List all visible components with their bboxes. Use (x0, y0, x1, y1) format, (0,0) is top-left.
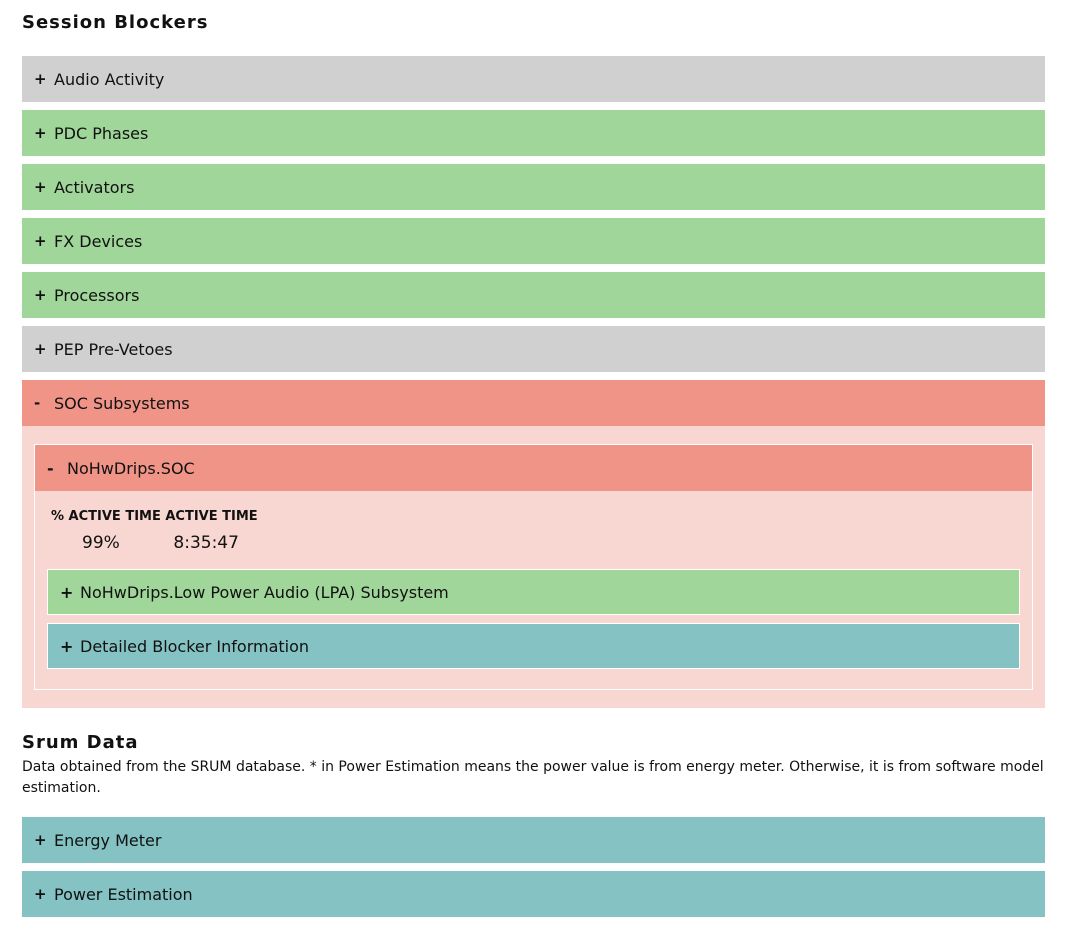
srum-description: Data obtained from the SRUM database. * … (22, 759, 1044, 796)
expand-icon: + (34, 124, 47, 142)
stats-header: % ACTIVE TIME ACTIVE TIME (51, 509, 258, 524)
expand-icon: + (60, 582, 74, 602)
soc-subsystems-header[interactable]: - SOC Subsystems (22, 380, 1045, 426)
processors-header[interactable]: + Processors (22, 272, 1045, 318)
percent-active-value: 99% (82, 533, 120, 553)
audio-activity-header[interactable]: + Audio Activity (22, 56, 1045, 102)
collapse-icon: - (47, 458, 54, 478)
section-label: Activators (54, 177, 135, 197)
section-label: Audio Activity (54, 69, 165, 89)
section-label: Detailed Blocker Information (80, 636, 310, 656)
section-label: NoHwDrips.SOC (67, 458, 195, 478)
expand-icon: + (34, 70, 47, 88)
section-label: FX Devices (54, 231, 143, 251)
section-label: SOC Subsystems (54, 393, 190, 413)
expand-icon: + (34, 232, 47, 250)
section-label: PEP Pre-Vetoes (54, 339, 173, 359)
section-label: Processors (54, 285, 140, 305)
expand-icon: + (34, 885, 47, 903)
expand-icon: + (34, 831, 47, 849)
expand-icon: + (34, 178, 47, 196)
soc-subsystems-panel: - NoHwDrips.SOC % ACTIVE TIME ACTIVE TIM… (22, 426, 1045, 708)
srum-data-title: Srum Data (22, 732, 139, 753)
expand-icon: + (34, 340, 47, 358)
expand-icon: + (34, 286, 47, 304)
expand-icon: + (60, 636, 74, 656)
section-label: Power Estimation (54, 884, 193, 904)
detailed-blocker-info-header[interactable]: + Detailed Blocker Information (47, 623, 1020, 669)
activators-header[interactable]: + Activators (22, 164, 1045, 210)
fx-devices-header[interactable]: + FX Devices (22, 218, 1045, 264)
pep-pre-vetoes-header[interactable]: + PEP Pre-Vetoes (22, 326, 1045, 372)
stats-values: 99% 8:35:47 (82, 533, 239, 553)
nohwdrips-soc-header[interactable]: - NoHwDrips.SOC (35, 445, 1032, 491)
nohwdrips-soc-box: - NoHwDrips.SOC % ACTIVE TIME ACTIVE TIM… (34, 444, 1033, 690)
section-label: Energy Meter (54, 830, 162, 850)
energy-meter-header[interactable]: + Energy Meter (22, 817, 1045, 863)
collapse-icon: - (34, 394, 41, 412)
power-estimation-header[interactable]: + Power Estimation (22, 871, 1045, 917)
lpa-subsystem-header[interactable]: + NoHwDrips.Low Power Audio (LPA) Subsys… (47, 569, 1020, 615)
active-time-value: 8:35:47 (173, 533, 239, 553)
session-blockers-title: Session Blockers (22, 12, 209, 33)
section-label: NoHwDrips.Low Power Audio (LPA) Subsyste… (80, 582, 449, 602)
pdc-phases-header[interactable]: + PDC Phases (22, 110, 1045, 156)
section-label: PDC Phases (54, 123, 149, 143)
